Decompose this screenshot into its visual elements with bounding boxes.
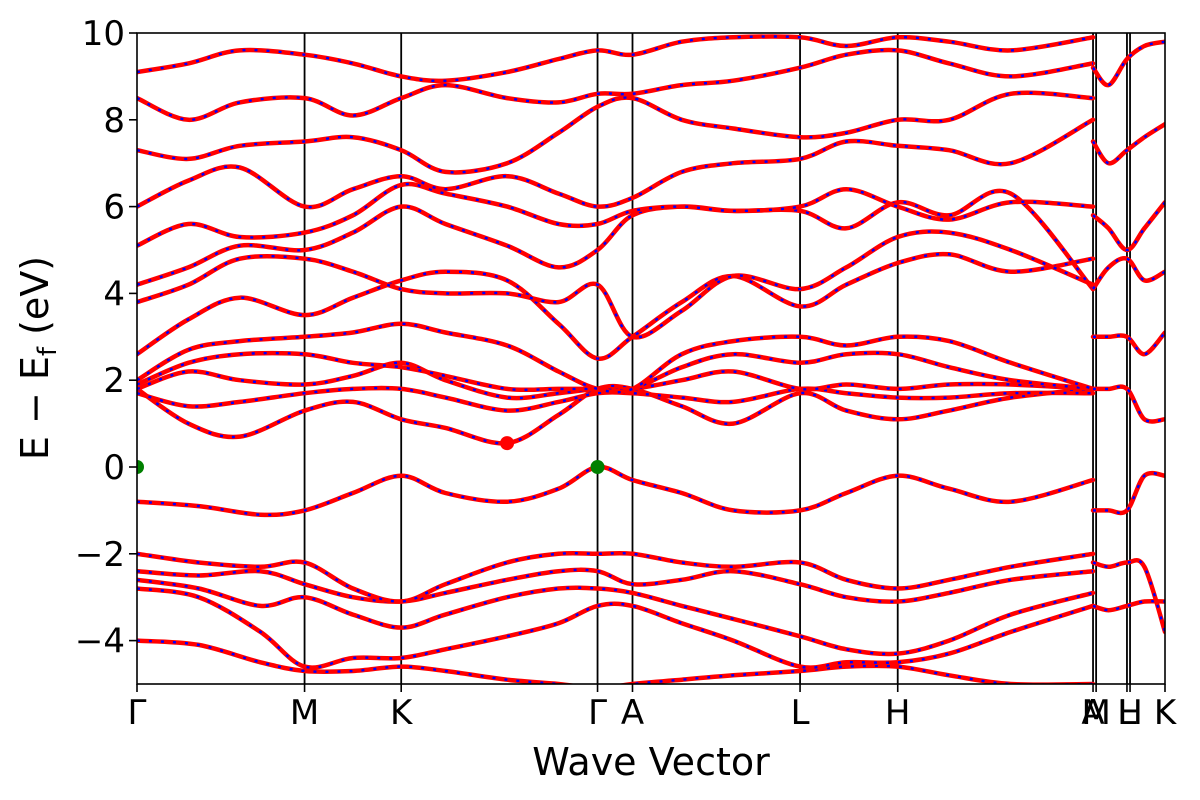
y-tick-label-3: 2 <box>103 361 125 401</box>
vbm-marker-1 <box>590 460 605 474</box>
band-overlay-11 <box>137 252 1094 360</box>
band-line-12 <box>137 229 1096 340</box>
y-tick-label-2: 0 <box>103 448 125 488</box>
x-tick-label-7: A <box>1081 693 1104 733</box>
band-extrema-group <box>137 436 605 474</box>
plot-background <box>137 33 1165 684</box>
band-overlay-27 <box>1092 40 1165 87</box>
band-overlay-5 <box>137 465 1094 517</box>
x-tick-label-9: L <box>1117 693 1136 733</box>
y-axis-title: E − Ef (eV) <box>13 256 63 460</box>
x-tick-label-1: M <box>290 693 319 733</box>
band-line-22 <box>1090 384 1165 424</box>
band-overlay-25 <box>1092 201 1165 252</box>
x-axis-ticks: Γ M K Γ A L H AM LH K <box>128 684 1178 733</box>
band-overlay-10 <box>137 322 1094 394</box>
cbm-marker-0 <box>500 436 515 451</box>
band-overlay-1 <box>137 587 1094 669</box>
band-overlay-18 <box>137 35 1094 83</box>
band-overlay-24 <box>1092 257 1165 290</box>
x-axis-title: Wave Vector <box>532 740 770 784</box>
x-tick-label-5: L <box>791 693 810 733</box>
bands-group <box>137 34 1165 684</box>
band-overlay-7 <box>137 386 1094 412</box>
band-line-2 <box>137 577 1096 657</box>
x-tick-label-8: M <box>1081 693 1110 733</box>
y-tick-label-4: 4 <box>103 274 125 314</box>
band-overlay-26 <box>1091 123 1165 165</box>
band-overlay-13 <box>137 189 1094 290</box>
band-overlay-16 <box>137 91 1094 174</box>
x-tick-label-10: H <box>1117 693 1143 733</box>
y-tick-label-6: 8 <box>103 101 125 141</box>
x-tick-label-4: A <box>621 693 644 733</box>
y-axis-title-unit: (eV) <box>13 256 57 347</box>
y-tick-label-7: 10 <box>82 14 125 54</box>
y-tick-label-1: −2 <box>75 535 125 575</box>
band-line-23 <box>1090 330 1165 357</box>
band-overlay-8 <box>137 361 1094 400</box>
x-tick-label-2: K <box>390 693 414 733</box>
x-tick-label-11: K <box>1154 693 1178 733</box>
band-overlay-3 <box>137 568 1094 603</box>
y-tick-label-0: −4 <box>75 622 125 662</box>
plot-frame <box>136 32 1166 685</box>
x-tick-label-6: H <box>885 693 911 733</box>
band-line-14 <box>137 181 1096 248</box>
band-overlay-17 <box>137 48 1094 122</box>
band-overlay-0 <box>137 639 1093 684</box>
y-tick-label-5: 6 <box>103 188 125 228</box>
y-axis-title-main: E − E <box>13 356 57 460</box>
band-overlay-4 <box>137 551 1094 603</box>
vbm-marker-0 <box>137 460 144 474</box>
x-tick-label-3: Γ <box>588 693 607 733</box>
band-line-20 <box>1090 558 1165 635</box>
x-tick-label-0: Γ <box>128 693 147 733</box>
y-axis-title-subscript: f <box>33 346 63 356</box>
band-line-19 <box>1090 598 1165 613</box>
y-axis-ticks: −4 −2 0 2 4 6 8 10 <box>75 14 137 662</box>
band-line-21 <box>1090 470 1165 516</box>
band-line-15 <box>137 117 1096 210</box>
